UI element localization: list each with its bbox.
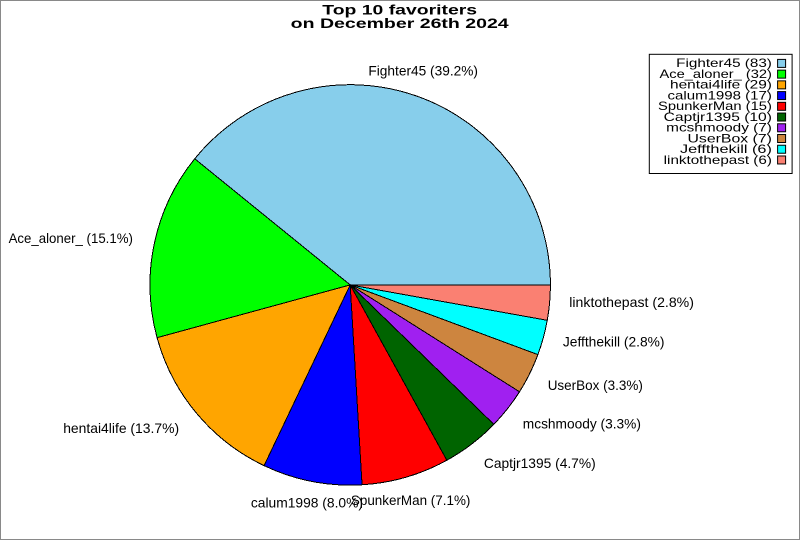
svg-text:mcshmoody (7): mcshmoody (7) [666, 121, 772, 135]
svg-text:hentai4life (29): hentai4life (29) [670, 78, 772, 92]
svg-text:linktothepast (2.8%): linktothepast (2.8%) [569, 294, 694, 310]
svg-text:UserBox (7): UserBox (7) [688, 131, 772, 145]
svg-text:Jeffthekill (2.8%): Jeffthekill (2.8%) [563, 333, 665, 349]
svg-text:linktothepast (6): linktothepast (6) [664, 153, 772, 167]
svg-text:UserBox (3.3%): UserBox (3.3%) [548, 377, 643, 393]
svg-text:Fighter45 (83): Fighter45 (83) [676, 56, 772, 70]
svg-text:Top 10 favoriters: Top 10 favoriters [322, 2, 477, 18]
svg-text:SpunkerMan (15): SpunkerMan (15) [658, 99, 772, 113]
svg-text:mcshmoody (3.3%): mcshmoody (3.3%) [523, 416, 641, 432]
svg-text:Captjr1395 (4.7%): Captjr1395 (4.7%) [484, 455, 596, 471]
svg-text:hentai4life (13.7%): hentai4life (13.7%) [63, 420, 179, 436]
svg-text:on December 26th 2024: on December 26th 2024 [291, 16, 509, 32]
svg-text:Fighter45 (39.2%): Fighter45 (39.2%) [368, 63, 478, 79]
svg-text:calum1998 (17): calum1998 (17) [668, 88, 772, 102]
svg-text:Jeffthekill (6): Jeffthekill (6) [680, 142, 772, 156]
svg-text:Captjr1395 (10): Captjr1395 (10) [664, 110, 772, 124]
svg-text:SpunkerMan (7.1%): SpunkerMan (7.1%) [351, 492, 471, 508]
svg-text:Ace_aloner_ (32): Ace_aloner_ (32) [660, 67, 772, 81]
svg-text:calum1998 (8.0%): calum1998 (8.0%) [251, 495, 363, 511]
svg-text:Ace_aloner_ (15.1%): Ace_aloner_ (15.1%) [9, 230, 133, 246]
